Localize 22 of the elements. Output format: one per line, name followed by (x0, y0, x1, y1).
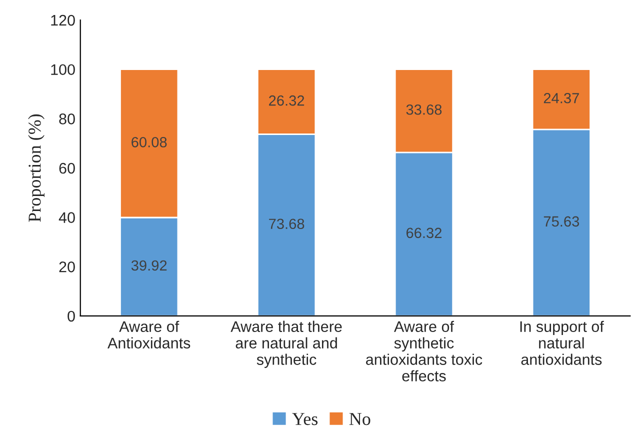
legend-label: No (349, 413, 370, 426)
y-tick-label: 40 (58, 212, 75, 223)
data-label: 60.08 (132, 137, 167, 148)
y-tick-label: 0 (68, 310, 75, 322)
y-axis-title: Proportion (%) (28, 114, 44, 222)
data-label: 26.32 (269, 95, 304, 106)
data-label: 75.63 (544, 216, 580, 227)
legend-label: Yes (292, 413, 318, 426)
data-label: 73.68 (269, 218, 304, 230)
x-tick-label: Aware of Antioxidants (108, 320, 190, 348)
data-label: 39.92 (131, 260, 167, 271)
x-tick-label: Aware of synthetic antioxidants toxic effects (366, 320, 482, 382)
y-tick-label: 60 (59, 162, 75, 174)
y-tick-label: 100 (51, 64, 75, 76)
data-label: 24.37 (544, 92, 579, 104)
data-label: 33.68 (406, 104, 442, 115)
y-tick-label: 120 (51, 14, 75, 26)
x-tick-label: In support of natural antioxidants (520, 320, 604, 365)
x-tick-label: Aware that there are natural and synthetic (230, 320, 342, 368)
data-label: 66.32 (406, 228, 442, 238)
y-tick-label: 80 (59, 114, 75, 124)
y-tick-label: 20 (59, 261, 75, 272)
